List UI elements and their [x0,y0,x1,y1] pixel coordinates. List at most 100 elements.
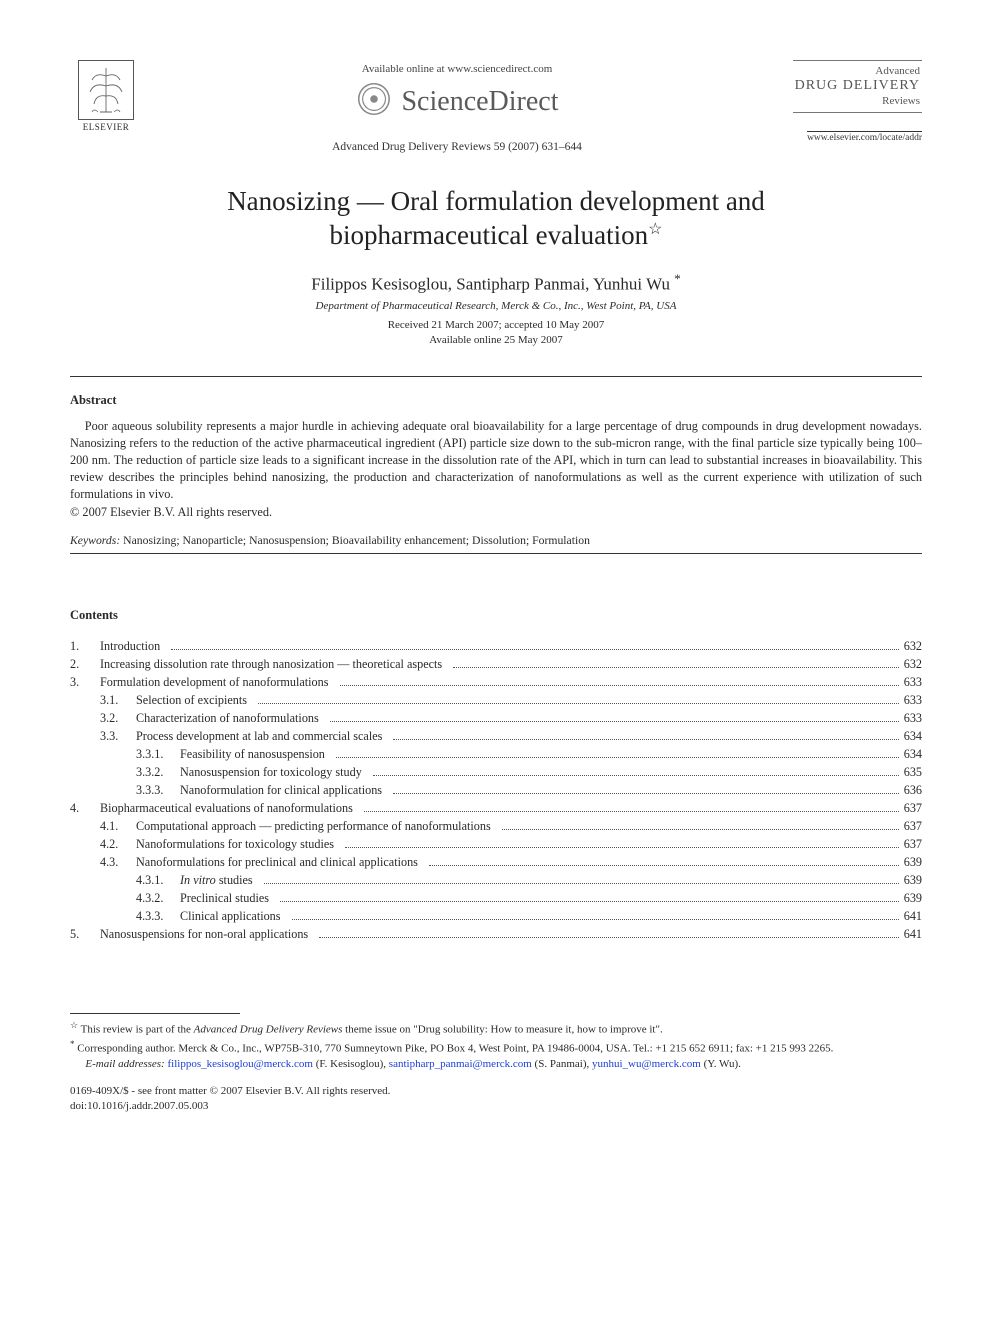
keywords-label: Keywords: [70,534,120,547]
toc-page: 633 [904,673,922,691]
toc-leader-dots [336,757,899,758]
toc-page: 637 [904,799,922,817]
dates-received: Received 21 March 2007; accepted 10 May … [388,319,605,331]
keywords: Keywords: Nanosizing; Nanoparticle; Nano… [70,534,922,547]
toc-number: 4.3.2. [136,889,180,907]
keywords-text: Nanosizing; Nanoparticle; Nanosuspension… [120,534,590,547]
authors: Filippos Kesisoglou, Santipharp Panmai, … [70,271,922,295]
toc-row: 5.Nanosuspensions for non-oral applicati… [70,925,922,943]
toc-row: 4.Biopharmaceutical evaluations of nanof… [70,799,922,817]
toc-number: 2. [70,655,100,673]
toc-leader-dots [429,865,899,866]
sciencedirect-swirl-icon [355,80,393,123]
toc-leader-dots [453,667,898,668]
toc-leader-dots [292,919,899,920]
toc-page: 639 [904,871,922,889]
article-title: Nanosizing — Oral formulation developmen… [70,185,922,253]
toc-leader-dots [264,883,899,884]
toc-number: 1. [70,637,100,655]
toc-title: Process development at lab and commercia… [136,727,382,745]
toc-page: 639 [904,889,922,907]
toc-row: 3.2.Characterization of nanoformulations… [70,709,922,727]
toc-row: 4.1.Computational approach — predicting … [70,817,922,835]
toc-leader-dots [340,685,899,686]
toc-leader-dots [373,775,899,776]
footnote-corresponding: * Corresponding author. Merck & Co., Inc… [70,1038,922,1057]
toc-number: 4.3.3. [136,907,180,925]
journal-logo: Advanced DRUG DELIVERY Reviews www.elsev… [772,60,922,143]
toc-number: 3.1. [100,691,136,709]
rule-top [70,376,922,377]
sciencedirect-logo: ScienceDirect [142,80,772,123]
toc-page: 634 [904,745,922,763]
email-author: (F. Kesisoglou), [313,1058,389,1070]
email-address[interactable]: filippos_kesisoglou@merck.com [167,1058,312,1070]
elsevier-label: ELSEVIER [83,122,130,132]
email-author: (Y. Wu). [701,1058,741,1070]
addr-line1: Advanced [795,65,920,78]
title-line2: biopharmaceutical evaluation [330,220,649,250]
toc-row: 1.Introduction 632 [70,637,922,655]
toc-title: Characterization of nanoformulations [136,709,319,727]
footnote-emails: E-mail addresses: filippos_kesisoglou@me… [70,1057,922,1072]
email-address[interactable]: santipharp_panmai@merck.com [389,1058,532,1070]
sciencedirect-text: ScienceDirect [401,86,558,118]
affiliation: Department of Pharmaceutical Research, M… [70,300,922,312]
toc-title: Biopharmaceutical evaluations of nanofor… [100,799,353,817]
doi: doi:10.1016/j.addr.2007.05.003 [70,1099,922,1114]
toc-title: Increasing dissolution rate through nano… [100,655,442,673]
dates: Received 21 March 2007; accepted 10 May … [70,318,922,348]
toc-row: 4.3.2.Preclinical studies 639 [70,889,922,907]
addr-url: www.elsevier.com/locate/addr [807,131,922,143]
dates-online: Available online 25 May 2007 [429,334,563,346]
toc-row: 4.3.1.In vitro studies 639 [70,871,922,889]
toc-title: Clinical applications [180,907,281,925]
available-online-text: Available online at www.sciencedirect.co… [142,63,772,75]
toc-title: Nanoformulation for clinical application… [180,781,382,799]
toc-page: 641 [904,907,922,925]
toc-title: Nanosuspensions for non-oral application… [100,925,308,943]
toc-row: 3.Formulation development of nanoformula… [70,673,922,691]
toc-row: 3.3.2.Nanosuspension for toxicology stud… [70,763,922,781]
toc-number: 3.3. [100,727,136,745]
toc-row: 3.3.Process development at lab and comme… [70,727,922,745]
toc-title: Preclinical studies [180,889,269,907]
toc-title: In vitro studies [180,871,253,889]
table-of-contents: 1.Introduction 6322.Increasing dissoluti… [70,637,922,944]
toc-title: Computational approach — predicting perf… [136,817,491,835]
toc-number: 5. [70,925,100,943]
toc-number: 3.3.2. [136,763,180,781]
authors-list: Filippos Kesisoglou, Santipharp Panmai, … [311,274,670,293]
elsevier-logo: ELSEVIER [70,60,142,132]
toc-number: 3.3.3. [136,781,180,799]
toc-number: 4.3.1. [136,871,180,889]
toc-title: Nanosuspension for toxicology study [180,763,362,781]
toc-leader-dots [171,649,898,650]
toc-page: 632 [904,655,922,673]
addr-line2: DRUG DELIVERY [795,78,920,95]
email-address[interactable]: yunhui_wu@merck.com [592,1058,701,1070]
toc-title: Formulation development of nanoformulati… [100,673,328,691]
toc-title: Selection of excipients [136,691,247,709]
toc-leader-dots [393,793,899,794]
toc-row: 4.3.3.Clinical applications 641 [70,907,922,925]
toc-title: Feasibility of nanosuspension [180,745,325,763]
toc-leader-dots [258,703,899,704]
email-label: E-mail addresses: [85,1058,164,1070]
footnotes: ☆ This review is part of the Advanced Dr… [70,1013,922,1072]
toc-row: 3.1.Selection of excipients 633 [70,691,922,709]
doi-block: 0169-409X/$ - see front matter © 2007 El… [70,1084,922,1113]
abstract-body: Poor aqueous solubility represents a maj… [70,418,922,503]
abstract-heading: Abstract [70,393,922,408]
toc-page: 634 [904,727,922,745]
toc-page: 633 [904,709,922,727]
toc-page: 632 [904,637,922,655]
email-author: (S. Panmai), [532,1058,592,1070]
rule-bottom [70,553,922,554]
footnote-star-symbol: ☆ [70,1020,78,1030]
elsevier-tree-icon [78,60,134,120]
toc-row: 3.3.1.Feasibility of nanosuspension 634 [70,745,922,763]
toc-page: 633 [904,691,922,709]
addr-line3: Reviews [795,95,920,108]
toc-row: 3.3.3.Nanoformulation for clinical appli… [70,781,922,799]
